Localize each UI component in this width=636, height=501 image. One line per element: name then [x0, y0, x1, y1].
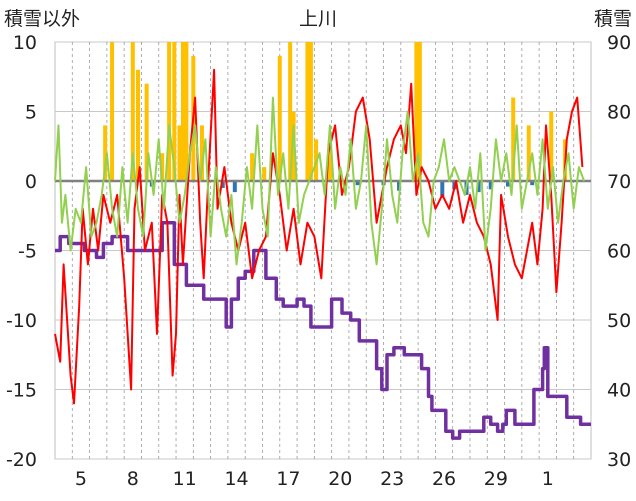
bar-mark [110, 42, 115, 181]
x-tick-label: 23 [380, 468, 404, 490]
bar-mark [135, 69, 140, 181]
x-tick-label: 1 [542, 468, 554, 490]
bar-mark [184, 42, 189, 181]
right-axis-label: 積雪 [594, 8, 632, 30]
left-axis-label: 積雪以外 [4, 8, 80, 30]
x-tick-label: 8 [127, 468, 139, 490]
bar-mark [220, 181, 225, 188]
bar-mark [250, 153, 255, 181]
y-right-tick-label: 60 [607, 241, 631, 263]
bar-mark [167, 42, 172, 181]
bar-mark [291, 111, 296, 181]
bar-mark [355, 181, 360, 186]
bar-mark [172, 42, 177, 181]
series-line [55, 220, 591, 440]
bar-mark [305, 42, 310, 181]
bar-mark [530, 181, 535, 186]
bar-mark [160, 153, 165, 181]
bar-mark [288, 42, 293, 181]
y-right-tick-label: 80 [607, 102, 631, 124]
y-left-tick-label: 10 [13, 32, 37, 54]
y-left-tick-label: -10 [6, 310, 37, 332]
bar-mark [180, 42, 185, 181]
x-tick-label: 11 [173, 468, 197, 490]
y-right-tick-label: 50 [607, 310, 631, 332]
bar-mark [526, 125, 531, 181]
x-tick-label: 5 [75, 468, 87, 490]
chart-title: 上川 [299, 8, 337, 30]
bar-mark [103, 125, 108, 181]
bar-mark [177, 125, 182, 181]
x-tick-label: 29 [484, 468, 508, 490]
x-tick-label: 17 [276, 468, 300, 490]
bar-mark [476, 181, 481, 193]
y-left-tick-label: 0 [25, 171, 37, 193]
bar-mark [262, 167, 267, 181]
y-left-tick-label: 5 [25, 102, 37, 124]
x-tick-label: 14 [224, 468, 248, 490]
axis-layer: -20 -15 -10 -5 0 5 10 30 40 50 60 70 80 90 5 8 11 14 17 20 2… [6, 32, 631, 490]
bar-mark [277, 55, 282, 181]
bar-mark [506, 181, 511, 187]
y-left-tick-label: -5 [18, 241, 37, 263]
y-right-tick-label: 70 [607, 171, 631, 193]
bar-mark [144, 83, 149, 181]
bar-mark [199, 125, 204, 181]
bar-mark [308, 42, 313, 181]
series-layer [54, 42, 591, 440]
y-right-tick-label: 90 [607, 32, 631, 54]
bar-mark [414, 42, 419, 181]
y-right-tick-label: 40 [607, 380, 631, 402]
bar-mark [130, 42, 135, 181]
x-tick-label: 20 [328, 468, 352, 490]
series-line [54, 96, 586, 266]
y-right-tick-label: 30 [607, 449, 631, 471]
bar-mark [440, 181, 445, 198]
y-left-tick-label: -20 [6, 449, 37, 471]
series-line [54, 68, 584, 405]
bar-mark [549, 111, 554, 181]
bar-mark [327, 139, 332, 181]
x-tick-label: 26 [432, 468, 456, 490]
bar-mark [232, 181, 237, 193]
bar-mark [417, 42, 422, 181]
y-left-tick-label: -15 [6, 380, 37, 402]
bar-mark [488, 181, 493, 190]
bar-mark [511, 97, 516, 181]
